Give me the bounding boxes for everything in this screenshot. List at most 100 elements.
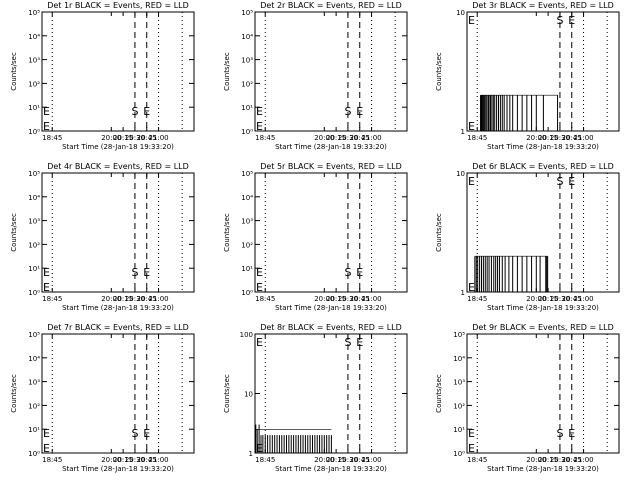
marker-e: E bbox=[43, 266, 50, 279]
plot-frame bbox=[254, 172, 408, 293]
x-tick-label: 20:15 bbox=[326, 134, 346, 142]
marker-e: E bbox=[468, 427, 475, 440]
x-tick-label: 20:45 bbox=[137, 456, 157, 464]
marker-e: E bbox=[143, 427, 150, 440]
y-axis-label: Counts/sec bbox=[223, 213, 231, 252]
x-tick-label: 20:45 bbox=[350, 456, 370, 464]
y-tick-label: 10³ bbox=[241, 57, 253, 65]
marker-s: S bbox=[344, 266, 351, 279]
marker-e: E bbox=[143, 105, 150, 118]
x-tick-label: 21:00 bbox=[361, 295, 381, 303]
plot-frame bbox=[254, 11, 408, 132]
marker-e: E bbox=[256, 336, 263, 349]
marker-s: S bbox=[131, 427, 138, 440]
y-tick-label: 1 bbox=[461, 289, 465, 297]
x-tick-label: 18:45 bbox=[467, 295, 487, 303]
y-tick-label: 10 bbox=[456, 170, 465, 178]
y-tick-label: 10¹ bbox=[28, 265, 40, 273]
x-tick-label: 20:15 bbox=[538, 134, 558, 142]
marker-s: S bbox=[556, 14, 563, 27]
y-axis-label: Counts/sec bbox=[435, 52, 443, 91]
x-tick-label: 20:30 bbox=[550, 295, 570, 303]
y-tick-label: 10⁰ bbox=[28, 289, 40, 297]
y-axis-label: Counts/sec bbox=[10, 213, 18, 252]
plot-frame bbox=[41, 172, 195, 293]
x-tick-label: 20:15 bbox=[113, 295, 133, 303]
panel-title: Det 6r BLACK = Events, RED = LLD bbox=[472, 162, 614, 171]
y-axis-label: Counts/sec bbox=[435, 374, 443, 413]
marker-e: E bbox=[143, 266, 150, 279]
x-tick-label: 21:00 bbox=[148, 134, 168, 142]
marker-e: E bbox=[468, 120, 475, 133]
y-tick-label: 10³ bbox=[28, 57, 40, 65]
x-tick-label: 20:45 bbox=[350, 134, 370, 142]
y-axis-label: Counts/sec bbox=[223, 374, 231, 413]
y-tick-label: 10² bbox=[241, 80, 253, 88]
panel-det-9: Det 9r BLACK = Events, RED = LLD 10⁰ 10¹ 10… bbox=[435, 323, 620, 473]
x-tick-label: 20:45 bbox=[350, 295, 370, 303]
y-tick-label: 10⁵ bbox=[241, 170, 253, 178]
x-axis-label: Start Time (28-Jan-18 19:33:20) bbox=[62, 143, 174, 151]
y-tick-label: 10⁵ bbox=[28, 170, 40, 178]
y-axis-label: Counts/sec bbox=[435, 213, 443, 252]
marker-e: E bbox=[568, 427, 575, 440]
x-axis-label: Start Time (28-Jan-18 19:33:20) bbox=[275, 304, 387, 312]
panel-title: Det 2r BLACK = Events, RED = LLD bbox=[260, 1, 402, 10]
marker-e: E bbox=[568, 175, 575, 188]
marker-e: E bbox=[356, 266, 363, 279]
x-tick-label: 20:00 bbox=[101, 295, 121, 303]
x-tick-label: 20:15 bbox=[538, 295, 558, 303]
x-axis-label: Start Time (28-Jan-18 19:33:20) bbox=[62, 465, 174, 473]
marker-s: S bbox=[556, 175, 563, 188]
y-tick-label: 10⁰ bbox=[28, 450, 40, 458]
panel-det-8: Det 8r BLACK = Events, RED = LLD 1 10 100 18… bbox=[223, 323, 408, 473]
x-tick-label: 20:00 bbox=[101, 456, 121, 464]
panel-det-3: Det 3r BLACK = Events, RED = LLD 1 10 18:45… bbox=[435, 1, 620, 151]
y-tick-label: 10⁴ bbox=[453, 355, 465, 363]
x-tick-label: 20:30 bbox=[125, 456, 145, 464]
x-tick-label: 21:00 bbox=[361, 134, 381, 142]
plot-frame bbox=[466, 172, 620, 293]
y-tick-label: 10⁰ bbox=[241, 128, 253, 136]
marker-e: E bbox=[356, 105, 363, 118]
marker-e: E bbox=[468, 14, 475, 27]
x-tick-label: 20:45 bbox=[137, 295, 157, 303]
marker-e: E bbox=[568, 14, 575, 27]
x-tick-label: 20:30 bbox=[338, 295, 358, 303]
x-tick-label: 21:00 bbox=[148, 456, 168, 464]
y-axis-label: Counts/sec bbox=[10, 374, 18, 413]
y-tick-label: 10³ bbox=[28, 218, 40, 226]
x-tick-label: 20:30 bbox=[338, 456, 358, 464]
marker-e: E bbox=[43, 427, 50, 440]
panel-det-4: Det 4r BLACK = Events, RED = LLD 10⁰ 10¹ 10… bbox=[10, 162, 195, 312]
y-tick-label: 10⁵ bbox=[453, 331, 465, 339]
y-tick-label: 10 bbox=[244, 391, 253, 399]
y-tick-label: 10² bbox=[28, 402, 40, 410]
x-tick-label: 20:45 bbox=[562, 134, 582, 142]
x-axis-label: Start Time (28-Jan-18 19:33:20) bbox=[275, 465, 387, 473]
y-tick-label: 1 bbox=[249, 450, 253, 458]
x-tick-label: 20:15 bbox=[326, 456, 346, 464]
x-tick-label: 20:45 bbox=[562, 456, 582, 464]
marker-s: S bbox=[131, 266, 138, 279]
x-tick-label: 20:30 bbox=[550, 456, 570, 464]
marker-e: E bbox=[43, 281, 50, 294]
y-tick-label: 10 bbox=[456, 9, 465, 17]
marker-s: S bbox=[131, 105, 138, 118]
x-tick-label: 20:15 bbox=[538, 456, 558, 464]
y-tick-label: 10⁰ bbox=[28, 128, 40, 136]
y-tick-label: 10⁴ bbox=[241, 194, 253, 202]
marker-s: S bbox=[556, 427, 563, 440]
panel-title: Det 3r BLACK = Events, RED = LLD bbox=[472, 1, 614, 10]
y-axis-label: Counts/sec bbox=[10, 52, 18, 91]
marker-e: E bbox=[256, 105, 263, 118]
x-tick-label: 20:30 bbox=[550, 134, 570, 142]
x-tick-label: 20:00 bbox=[526, 295, 546, 303]
marker-e: E bbox=[468, 175, 475, 188]
x-axis-label: Start Time (28-Jan-18 19:33:20) bbox=[487, 465, 599, 473]
y-tick-label: 10⁵ bbox=[28, 331, 40, 339]
y-tick-label: 10⁴ bbox=[241, 33, 253, 41]
x-axis-label: Start Time (28-Jan-18 19:33:20) bbox=[487, 143, 599, 151]
x-axis-label: Start Time (28-Jan-18 19:33:20) bbox=[487, 304, 599, 312]
y-tick-label: 10³ bbox=[28, 379, 40, 387]
